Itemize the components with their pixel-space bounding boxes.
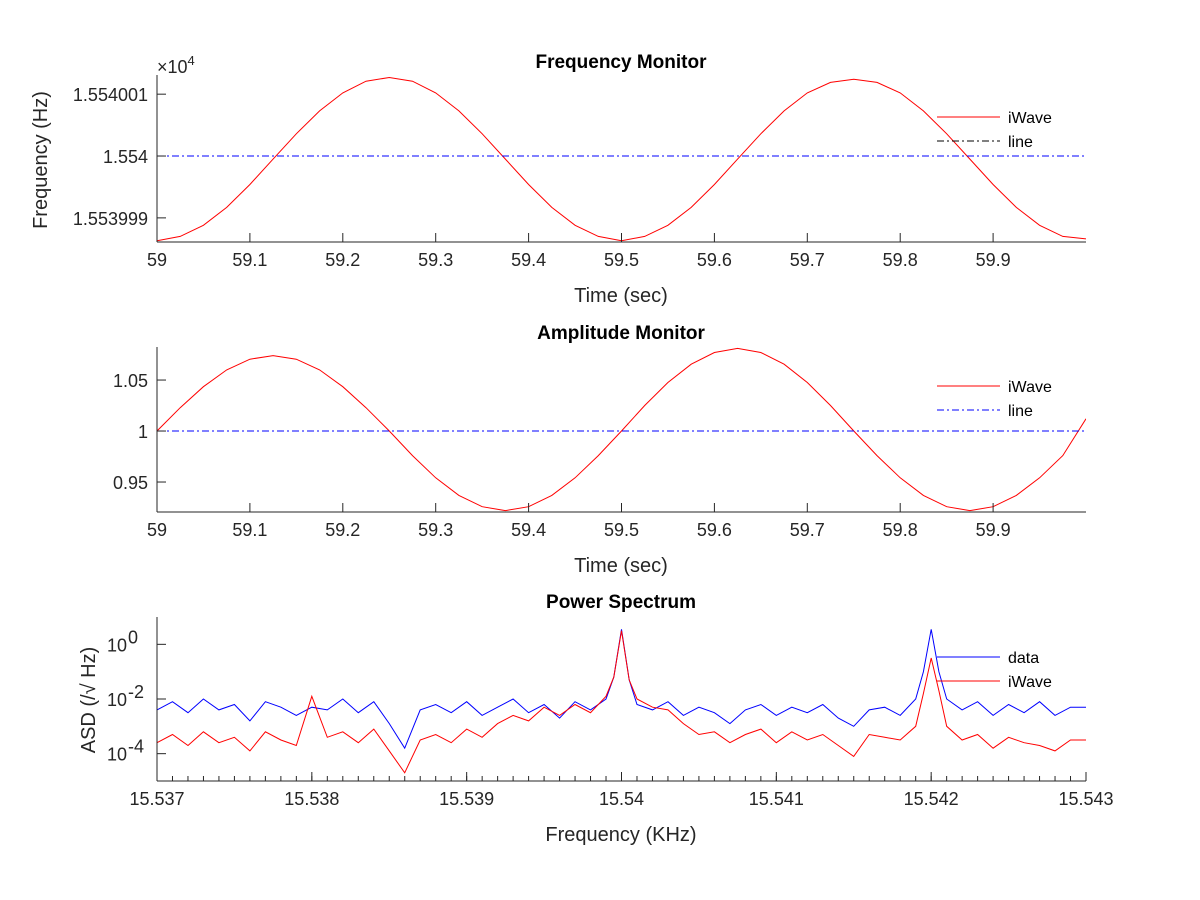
y-tick-label: 1.553999 — [73, 209, 148, 229]
legend-label-iwave: iWave — [1008, 674, 1052, 691]
x-tick-label: 59.4 — [511, 520, 546, 540]
legend-label-iwave: iWave — [1008, 110, 1052, 127]
x-tick-label: 59.9 — [976, 520, 1011, 540]
power-spectrum-plot: Power Spectrum Frequency (KHz) ASD (/√ H… — [78, 592, 1114, 846]
series-line-iwave — [157, 347, 1086, 512]
x-tick-label: 59.6 — [697, 520, 732, 540]
legend-label-iwave: iWave — [1008, 379, 1052, 396]
y-exponent-base: ×10 — [157, 57, 188, 77]
y-tick-exponent: -2 — [128, 682, 144, 702]
x-tick-label: 59.3 — [418, 250, 453, 270]
x-tick-label: 59.9 — [976, 250, 1011, 270]
x-tick-label: 15.539 — [439, 789, 494, 809]
legend-label-line: line — [1008, 403, 1033, 420]
y-exponent-label: ×104 — [157, 53, 195, 77]
legend-label-data: data — [1008, 650, 1039, 667]
power-spectrum-title: Power Spectrum — [546, 592, 696, 613]
x-tick-label: 59.1 — [232, 520, 267, 540]
x-tick-label: 15.541 — [749, 789, 804, 809]
series-line-iwave — [157, 630, 1086, 774]
x-tick-label: 15.543 — [1058, 789, 1113, 809]
y-tick-label: 1.554 — [103, 147, 148, 167]
y-tick-label: 10 — [107, 690, 127, 710]
y-tick-label: 10 — [107, 745, 127, 765]
frequency-monitor-ylabel: Frequency (Hz) — [30, 91, 52, 229]
x-tick-label: 59.8 — [883, 520, 918, 540]
x-tick-label: 15.538 — [284, 789, 339, 809]
power-spectrum-xlabel: Frequency (KHz) — [545, 824, 696, 846]
y-tick-exponent: 0 — [128, 627, 138, 647]
y-tick-label: 1 — [138, 422, 148, 442]
x-tick-label: 59.6 — [697, 250, 732, 270]
frequency-monitor-xlabel: Time (sec) — [574, 285, 668, 307]
x-tick-label: 15.54 — [599, 789, 644, 809]
frequency-monitor-title: Frequency Monitor — [535, 52, 707, 73]
x-tick-label: 59.2 — [325, 520, 360, 540]
y-exponent-power: 4 — [188, 53, 195, 68]
x-tick-label: 59.8 — [883, 250, 918, 270]
power-spectrum-ylabel: ASD (/√ Hz) — [78, 647, 100, 754]
frequency-monitor-plot: Frequency Monitor ×104 Time (sec) Freque… — [30, 52, 1086, 307]
x-tick-label: 15.542 — [904, 789, 959, 809]
amplitude-monitor-plot: Amplitude Monitor Time (sec) 59 59.1 59.2 5… — [113, 323, 1086, 577]
x-tick-label: 15.537 — [129, 789, 184, 809]
x-tick-label: 59.7 — [790, 520, 825, 540]
legend-label-line: line — [1008, 134, 1033, 151]
amplitude-monitor-title: Amplitude Monitor — [537, 323, 705, 344]
x-tick-label: 59 — [147, 520, 167, 540]
x-tick-label: 59.7 — [790, 250, 825, 270]
x-tick-label: 59 — [147, 250, 167, 270]
y-tick-label: 1.05 — [113, 371, 148, 391]
x-tick-label: 59.2 — [325, 250, 360, 270]
y-tick-label: 1.554001 — [73, 85, 148, 105]
y-tick-exponent: -4 — [128, 737, 144, 757]
x-tick-label: 59.1 — [232, 250, 267, 270]
amplitude-monitor-xlabel: Time (sec) — [574, 555, 668, 577]
x-tick-label: 59.3 — [418, 520, 453, 540]
x-tick-label: 59.4 — [511, 250, 546, 270]
y-tick-label: 10 — [107, 635, 127, 655]
x-tick-label: 59.5 — [604, 250, 639, 270]
x-tick-label: 59.5 — [604, 520, 639, 540]
y-tick-label: 0.95 — [113, 473, 148, 493]
